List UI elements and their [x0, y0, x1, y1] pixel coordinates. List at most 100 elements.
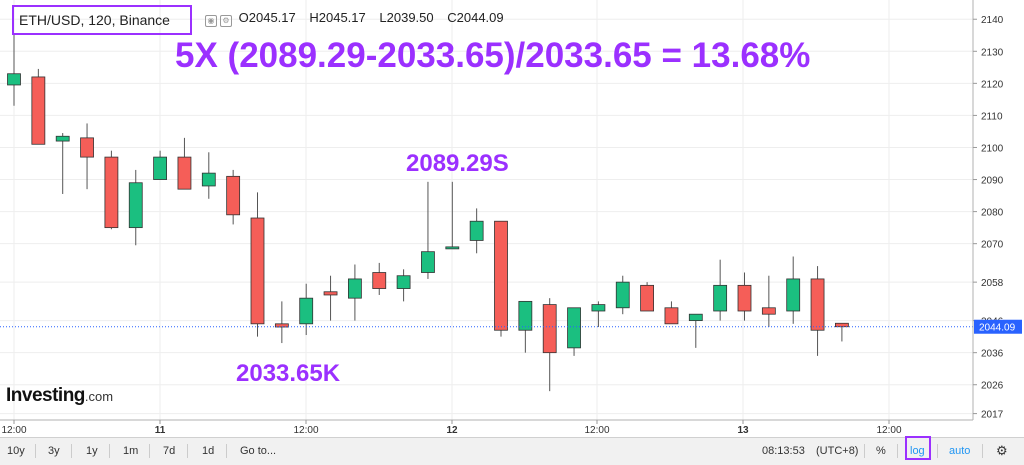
candle [737, 272, 752, 321]
time-tick-label: 13 [737, 425, 749, 436]
range-7d-button[interactable]: 7d [163, 445, 176, 457]
candle [445, 181, 460, 250]
candle [201, 152, 216, 199]
candle [274, 301, 289, 344]
candle-body [835, 322, 849, 328]
candle [421, 181, 435, 279]
price-tag-box [974, 319, 1022, 334]
candle-body [713, 284, 728, 312]
price-axis[interactable]: 2017202620362046205820702080209021002110… [973, 15, 1004, 421]
investing-logo: Investing.com [6, 385, 113, 407]
candle [177, 137, 192, 190]
candle [299, 283, 314, 336]
divider [226, 444, 227, 458]
price-tick-label: 2140 [981, 15, 1004, 26]
low-annotation: 2033.65K [236, 360, 341, 387]
candle-body [250, 217, 265, 325]
ohlc-low-key: L [379, 10, 387, 25]
candle-body [274, 323, 289, 328]
candle-body [396, 275, 411, 289]
candle [250, 192, 265, 337]
candle-body [786, 278, 801, 312]
candle [104, 150, 119, 230]
candle-body [640, 284, 654, 312]
candle-body [421, 251, 435, 273]
range-1d-button[interactable]: 1d [202, 445, 215, 457]
candle [7, 33, 21, 106]
range-1y-button[interactable]: 1y [86, 445, 98, 457]
divider [71, 444, 72, 458]
candle [810, 266, 825, 356]
candle [615, 275, 630, 315]
settings-icon[interactable]: ⚙ [220, 15, 232, 27]
candle [128, 169, 143, 246]
candlestick-chart[interactable]: 2017202620362046205820702080209021002110… [0, 0, 1024, 437]
time-axis[interactable]: 12:00 11 12:00 12 12:00 13 12:00 [1, 420, 902, 436]
price-tick-label: 2017 [981, 410, 1004, 421]
gear-icon[interactable]: ⚙ [996, 443, 1008, 458]
candle-body [153, 156, 168, 180]
candle [153, 150, 168, 180]
candle-body [323, 291, 338, 296]
candle-body [104, 156, 119, 229]
candle-body [591, 304, 606, 312]
range-3y-button[interactable]: 3y [48, 445, 60, 457]
ohlc-close-value: 2044.09 [456, 10, 504, 25]
eye-icon[interactable]: ◉ [205, 15, 217, 27]
candle [688, 313, 703, 348]
candle-body [55, 135, 70, 142]
candle [372, 262, 387, 295]
candle [226, 169, 241, 225]
candle-body [7, 73, 21, 86]
candle-body [664, 307, 679, 325]
candle-body [615, 281, 630, 309]
price-tick-label: 2058 [981, 278, 1004, 289]
price-tick-label: 2090 [981, 176, 1004, 187]
time-tick-label: 12:00 [584, 425, 609, 436]
candle [469, 208, 484, 254]
candle-body [177, 156, 192, 190]
candle-body [347, 278, 362, 299]
symbol-title[interactable]: ETH/USD, 120, Binance [12, 5, 192, 35]
price-tick-label: 2130 [981, 47, 1004, 58]
range-10y-button[interactable]: 10y [7, 445, 25, 457]
divider [35, 444, 36, 458]
candle-body [201, 172, 216, 187]
goto-button[interactable]: Go to... [240, 445, 277, 457]
high-annotation: 2089.29S [406, 150, 509, 177]
ohlc-close-key: C [447, 10, 457, 25]
candle [396, 269, 411, 302]
percent-scale-button[interactable]: % [876, 445, 886, 457]
log-scale-button[interactable]: log [910, 445, 925, 457]
candle [31, 68, 46, 145]
price-tick-label: 2110 [981, 111, 1003, 122]
candle-body [761, 307, 776, 315]
candle-body [299, 297, 314, 325]
candle [347, 264, 362, 321]
time-tick-label: 11 [155, 425, 166, 436]
ohlc-open-key: O [238, 10, 249, 25]
price-tick-label: 2070 [981, 240, 1004, 251]
candles-layer [7, 33, 849, 392]
candle-body [31, 76, 46, 145]
candle-body [445, 246, 460, 250]
time-tick-label: 12:00 [1, 425, 26, 436]
candle [761, 275, 776, 328]
candle [591, 301, 606, 328]
divider [897, 444, 898, 458]
price-tick-label: 2120 [981, 79, 1004, 90]
clock-time: 08:13:53 [762, 445, 805, 457]
candle-body [80, 137, 94, 158]
candle [542, 298, 557, 392]
price-tick-label: 2036 [981, 349, 1004, 360]
divider [109, 444, 110, 458]
chart-grid [0, 0, 973, 420]
auto-scale-button[interactable]: auto [949, 445, 971, 457]
range-1m-button[interactable]: 1m [123, 445, 139, 457]
time-tick-label: 12:00 [293, 425, 318, 436]
candle-body [518, 300, 533, 331]
clock-timezone[interactable]: (UTC+8) [816, 445, 859, 457]
candle [494, 220, 508, 337]
price-tag-label: 2044.09 [979, 323, 1016, 334]
candle [786, 256, 801, 324]
